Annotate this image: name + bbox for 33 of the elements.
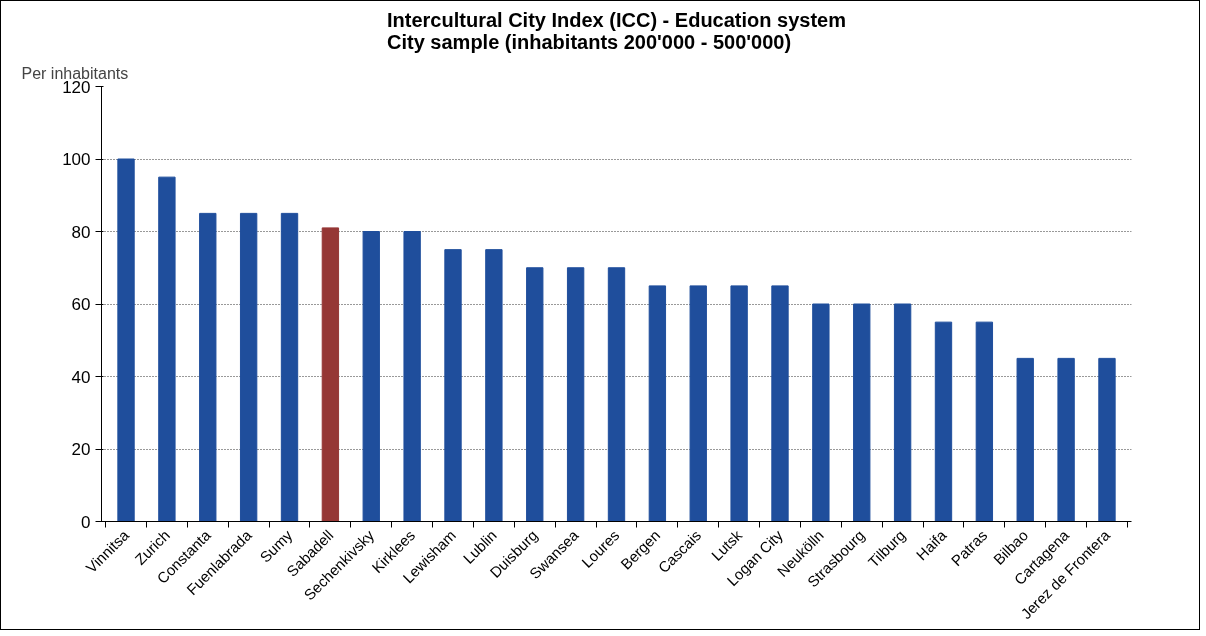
bar bbox=[1057, 357, 1075, 522]
bar bbox=[444, 249, 462, 522]
y-tick-label: 60 bbox=[71, 295, 91, 314]
bar bbox=[1098, 357, 1116, 522]
bar bbox=[1016, 357, 1034, 522]
bar bbox=[280, 212, 299, 522]
bar bbox=[158, 176, 176, 522]
bar bbox=[730, 285, 748, 522]
bar bbox=[689, 285, 707, 522]
bar bbox=[362, 231, 380, 522]
bar bbox=[403, 231, 421, 522]
bar bbox=[485, 249, 503, 522]
bar bbox=[893, 303, 912, 522]
y-tick-label: 100 bbox=[62, 150, 91, 169]
bar bbox=[853, 303, 871, 522]
bar bbox=[648, 285, 667, 522]
chart-title: Intercultural City Index (ICC) - Education system City sample (inhabitants 200'000 - 500'000) bbox=[387, 8, 846, 53]
bar bbox=[812, 303, 830, 522]
y-tick-label: 0 bbox=[81, 512, 91, 532]
bar bbox=[607, 267, 626, 522]
text: Per inhabitants bbox=[21, 64, 129, 82]
bar bbox=[526, 267, 544, 522]
bar bbox=[934, 321, 953, 522]
bar bbox=[239, 212, 258, 522]
y-tick-label: 80 bbox=[71, 222, 91, 242]
bar bbox=[321, 227, 340, 522]
bar bbox=[199, 212, 217, 522]
y-tick-label: 20 bbox=[71, 440, 91, 459]
bar bbox=[975, 321, 994, 522]
bar bbox=[566, 267, 585, 522]
bar bbox=[117, 158, 135, 522]
bar bbox=[771, 285, 789, 522]
y-tick-label: 40 bbox=[71, 367, 91, 387]
